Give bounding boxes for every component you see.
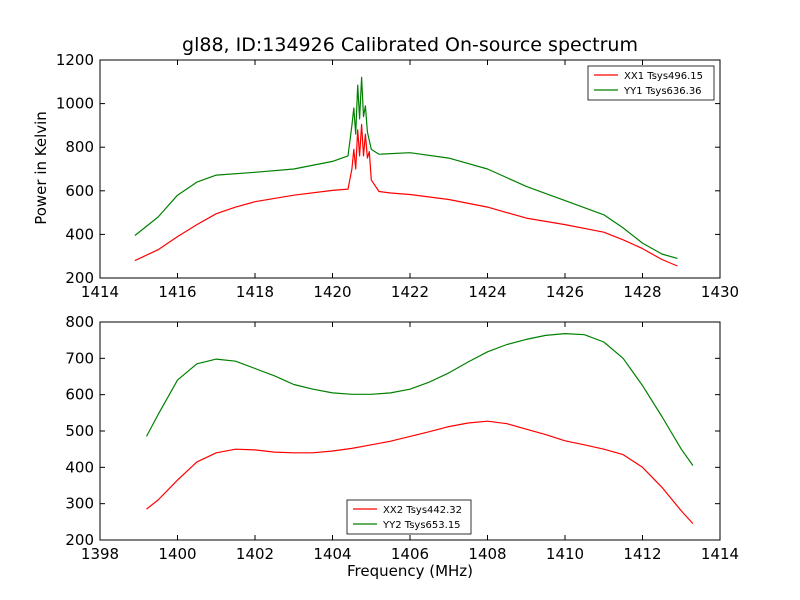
y-tick-label: 500: [65, 422, 94, 440]
y-tick-label: 1200: [56, 51, 94, 69]
x-tick-label: 1430: [701, 283, 739, 301]
x-tick-label: 1414: [701, 545, 739, 563]
y-tick-label: 800: [65, 138, 94, 156]
legend-box: [346, 499, 472, 535]
y-tick-label: 700: [65, 349, 94, 367]
y-tick-label: 200: [65, 531, 94, 549]
x-tick-label: 1418: [236, 283, 274, 301]
legend: XX2 Tsys442.32 YY2 Tsys653.15: [346, 499, 472, 535]
series-line-xx2: [146, 420, 694, 525]
legend-label: YY1 Tsys636.36: [623, 86, 702, 97]
x-tick-label: 1406: [391, 545, 429, 563]
x-tick-label: 1400: [158, 545, 196, 563]
x-tick-label: 1402: [236, 545, 274, 563]
legend: XX1 Tsys496.15 YY1 Tsys636.36: [587, 65, 715, 101]
x-tick-label: 1420: [313, 283, 351, 301]
x-tick-label: 1416: [158, 283, 196, 301]
series-line-xx1: [134, 123, 678, 267]
top-panel: 1414 1416 1418 1420 1422 1424 1426 1428 1430 200 4…: [56, 51, 739, 301]
legend-label: XX2 Tsys442.32: [383, 505, 462, 516]
x-tick-label: 1398: [81, 545, 119, 563]
series-line-yy1: [134, 76, 678, 259]
x-tick-label: 1412: [623, 545, 661, 563]
y-tick-label: 200: [65, 269, 94, 287]
x-tick-label: 1426: [546, 283, 584, 301]
bottom-panel: 1398 1400 1402 1404 1406 1408 1410 1412 1414 200 3…: [65, 313, 739, 563]
y-tick-label: 300: [65, 495, 94, 513]
x-tick-label: 1422: [391, 283, 429, 301]
y-tick-label: 600: [65, 182, 94, 200]
legend-label: YY2 Tsys653.15: [382, 520, 461, 531]
x-tick-label: 1410: [546, 545, 584, 563]
series-line-yy2: [145, 333, 694, 466]
y-tick-label: 800: [65, 313, 94, 331]
bottom-x-axis-label: Frequency (MHz): [346, 562, 474, 580]
y-tick-label: 400: [65, 458, 94, 476]
x-tick-label: 1428: [623, 283, 661, 301]
x-tick-label: 1404: [313, 545, 351, 563]
x-tick-label: 1408: [468, 545, 506, 563]
y-tick-label: 1000: [56, 95, 94, 113]
y-tick-label: 400: [65, 225, 94, 243]
legend-box: [587, 65, 715, 101]
x-tick-label: 1414: [81, 283, 119, 301]
legend-label: XX1 Tsys496.15: [624, 71, 703, 82]
x-tick-label: 1424: [468, 283, 506, 301]
chart-title: gl88, ID:134926 Calibrated On-source spe…: [182, 34, 638, 56]
y-tick-label: 600: [65, 386, 94, 404]
